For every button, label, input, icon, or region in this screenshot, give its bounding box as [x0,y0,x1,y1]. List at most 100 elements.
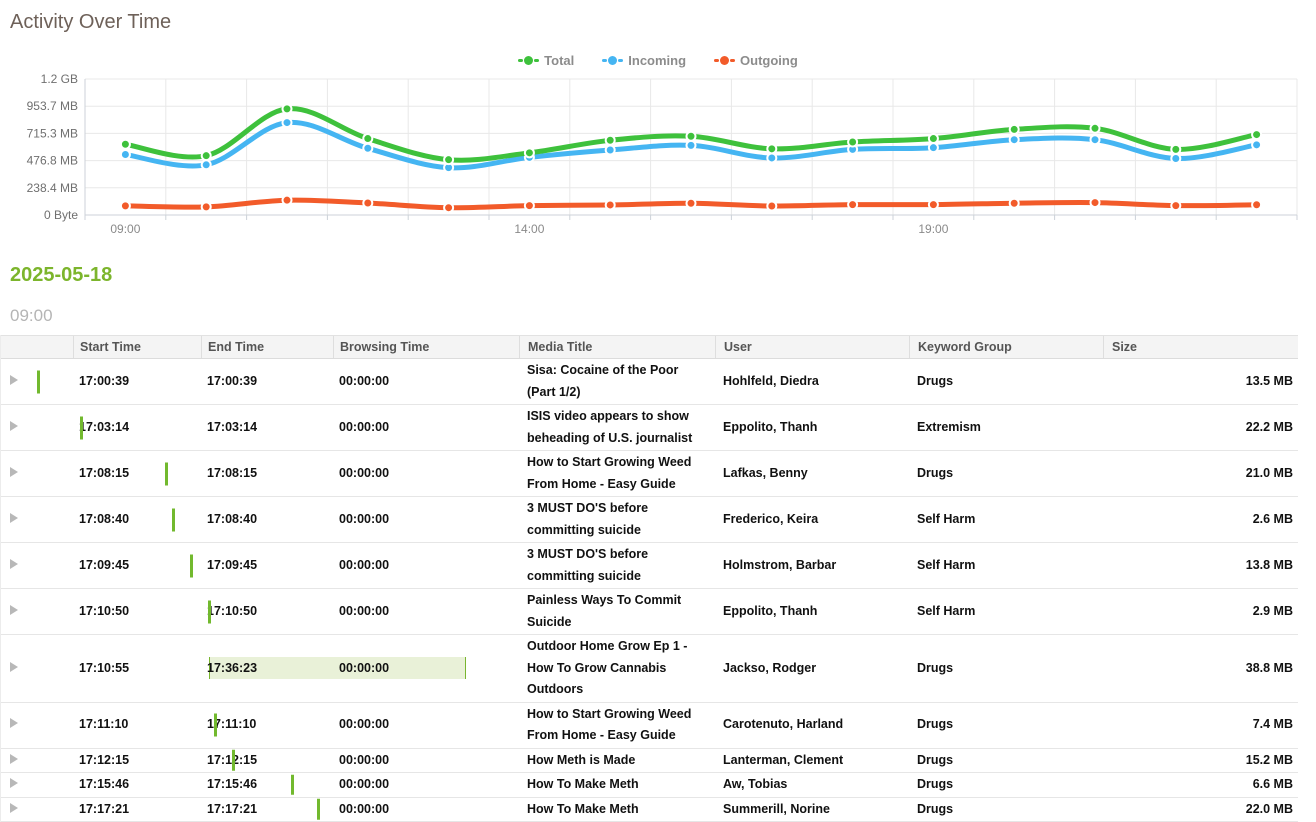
timeline-marker [190,554,193,577]
data-point-incoming[interactable] [687,141,696,150]
data-point-outgoing[interactable] [1252,200,1261,209]
data-point-incoming[interactable] [202,160,211,169]
data-point-outgoing[interactable] [767,201,776,210]
expand-arrow-icon[interactable] [10,513,18,523]
data-point-total[interactable] [1091,124,1100,133]
data-point-outgoing[interactable] [687,199,696,208]
expand-arrow-icon[interactable] [10,778,18,788]
cell-size: 13.8 MB [1103,555,1298,577]
data-point-total[interactable] [283,104,292,113]
cell-keyword-group: Drugs [909,799,1103,821]
expand-arrow-icon[interactable] [10,375,18,385]
expand-arrow-icon[interactable] [10,754,18,764]
expand-arrow-icon[interactable] [10,662,18,672]
cell-browsing-time: 00:00:00 [333,417,519,439]
date-heading: 2025-05-18 [10,264,1316,287]
cell-end-time: 17:10:50 [201,601,333,623]
data-point-total[interactable] [121,140,130,149]
expand-arrow-icon[interactable] [10,803,18,813]
data-point-incoming[interactable] [1252,140,1261,149]
data-point-incoming[interactable] [767,153,776,162]
cell-end-time: 17:36:23 [201,658,333,680]
data-point-total[interactable] [444,155,453,164]
cell-end-time: 17:17:21 [201,799,333,821]
data-point-total[interactable] [1252,130,1261,139]
header-cell-media-title[interactable]: Media Title [519,336,715,358]
data-point-total[interactable] [202,151,211,160]
data-point-outgoing[interactable] [1010,199,1019,208]
cell-user: Lanterman, Clement [715,750,909,772]
header-cell-end-time[interactable]: End Time [201,336,333,358]
data-point-incoming[interactable] [1091,135,1100,144]
expander-cell [1,714,73,736]
cell-media-title: How To Make Meth [519,798,715,822]
header-cell-start-time[interactable]: Start Time [73,336,201,358]
data-point-outgoing[interactable] [1171,201,1180,210]
header-cell-keyword-group[interactable]: Keyword Group [909,336,1103,358]
expand-arrow-icon[interactable] [10,605,18,615]
legend-item-incoming[interactable]: Incoming [602,53,686,68]
data-point-incoming[interactable] [929,143,938,152]
data-point-incoming[interactable] [606,145,615,154]
data-point-outgoing[interactable] [606,200,615,209]
data-point-outgoing[interactable] [202,202,211,211]
data-point-outgoing[interactable] [363,199,372,208]
cell-media-title: ISIS video appears to show beheading of … [519,405,715,450]
legend-label: Incoming [628,53,686,68]
cell-end-time: 17:00:39 [201,371,333,393]
data-point-total[interactable] [848,137,857,146]
y-axis-tick-label: 715.3 MB [27,126,78,140]
expand-arrow-icon[interactable] [10,559,18,569]
data-point-outgoing[interactable] [444,203,453,212]
data-point-outgoing[interactable] [1091,198,1100,207]
data-point-incoming[interactable] [1171,154,1180,163]
data-point-total[interactable] [929,134,938,143]
cell-keyword-group: Drugs [909,371,1103,393]
cell-media-title: 3 MUST DO'S before committing suicide [519,497,715,542]
data-point-total[interactable] [687,132,696,141]
cell-media-title: How To Make Meth [519,773,715,797]
data-point-total[interactable] [767,144,776,153]
data-point-total[interactable] [525,148,534,157]
cell-keyword-group: Self Harm [909,509,1103,531]
data-point-total[interactable] [1171,145,1180,154]
data-point-incoming[interactable] [121,150,130,159]
expand-arrow-icon[interactable] [10,718,18,728]
cell-browsing-time: 00:00:00 [333,555,519,577]
timeline-marker [291,775,294,796]
legend-item-outgoing[interactable]: Outgoing [714,53,798,68]
data-point-total[interactable] [1010,125,1019,134]
header-cell-user[interactable]: User [715,336,909,358]
expand-arrow-icon[interactable] [10,467,18,477]
data-point-outgoing[interactable] [929,200,938,209]
data-point-total[interactable] [606,136,615,145]
data-point-outgoing[interactable] [848,200,857,209]
data-point-incoming[interactable] [363,144,372,153]
legend-item-total[interactable]: Total [518,53,574,68]
header-cell-size[interactable]: Size [1103,336,1298,358]
expander-cell [1,509,73,531]
header-cell-browsing-time[interactable]: Browsing Time [333,336,519,358]
data-point-outgoing[interactable] [121,201,130,210]
data-point-incoming[interactable] [283,118,292,127]
data-point-total[interactable] [363,134,372,143]
expander-cell [1,463,73,485]
data-point-outgoing[interactable] [525,201,534,210]
hour-heading: 09:00 [10,306,1316,326]
data-point-incoming[interactable] [1010,135,1019,144]
expand-arrow-icon[interactable] [10,421,18,431]
data-point-outgoing[interactable] [283,196,292,205]
